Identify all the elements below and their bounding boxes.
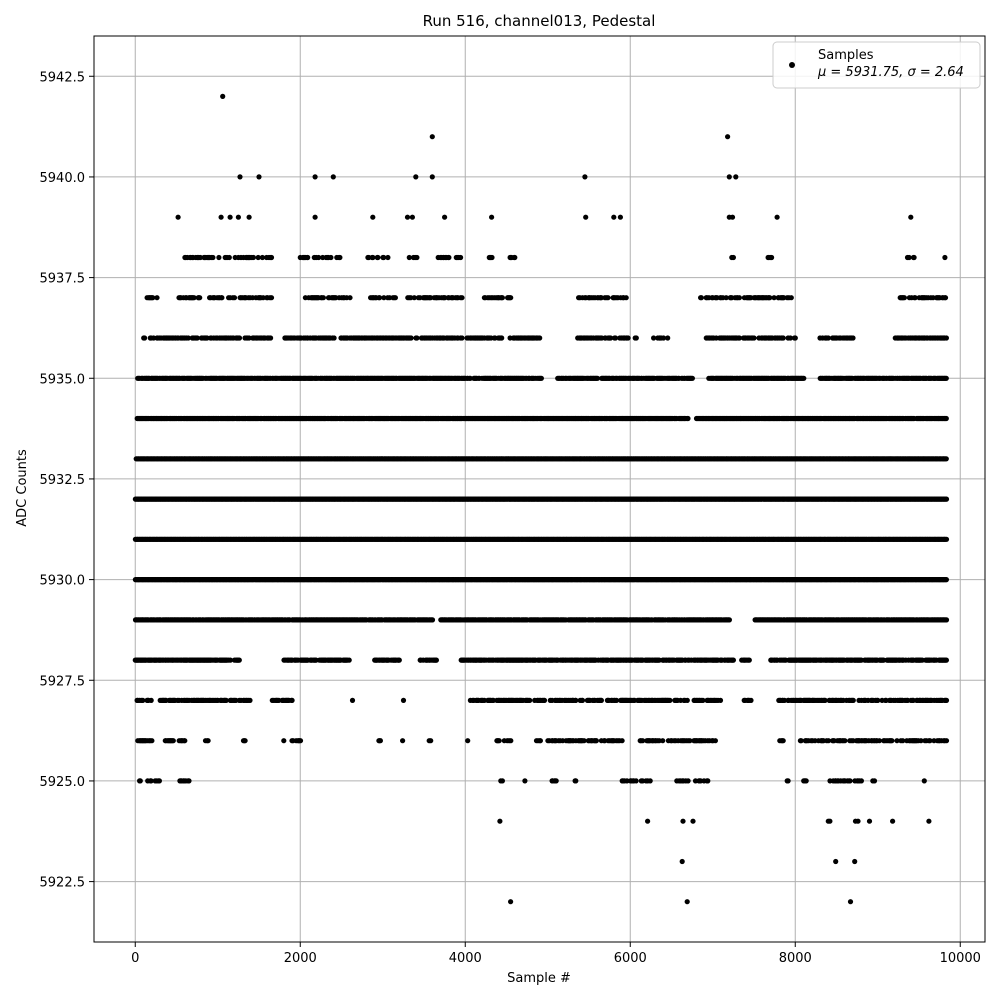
data-point <box>612 335 619 341</box>
data-point <box>250 254 256 261</box>
data-point <box>392 295 398 301</box>
data-point <box>608 335 614 341</box>
data-point <box>942 254 948 261</box>
data-point <box>788 295 794 301</box>
data-point <box>226 254 232 261</box>
data-point <box>825 335 831 341</box>
data-point <box>236 335 243 341</box>
data-point <box>150 295 156 301</box>
data-point <box>197 254 203 261</box>
data-point <box>489 254 495 261</box>
data-point <box>943 415 949 422</box>
data-point <box>381 295 387 301</box>
data-point <box>787 335 794 341</box>
data-point <box>191 295 197 301</box>
data-point <box>320 295 326 301</box>
data-point <box>219 295 225 301</box>
data-point <box>246 335 252 341</box>
data-point <box>912 295 918 301</box>
data-point <box>411 295 417 301</box>
data-point <box>633 335 639 341</box>
data-point <box>780 335 786 341</box>
data-point <box>594 375 601 381</box>
data-point <box>625 335 631 341</box>
data-point <box>508 295 514 301</box>
data-point <box>943 456 949 462</box>
data-point <box>347 295 353 301</box>
data-point <box>381 254 387 261</box>
data-point <box>185 335 191 341</box>
data-point <box>197 295 203 301</box>
data-point <box>906 254 912 261</box>
data-point <box>665 335 671 341</box>
data-point <box>210 254 216 261</box>
data-point <box>459 295 465 301</box>
data-point <box>154 295 160 301</box>
data-point <box>499 295 505 301</box>
data-point <box>943 375 949 381</box>
grid-layer <box>94 36 985 942</box>
data-point <box>943 496 950 502</box>
data-point <box>408 335 414 341</box>
data-point <box>414 254 420 261</box>
data-point <box>736 335 743 341</box>
data-point <box>651 335 657 341</box>
data-point <box>406 254 412 261</box>
data-point <box>316 254 322 261</box>
data-point <box>268 335 274 341</box>
data-point <box>337 254 343 261</box>
data-point <box>268 295 275 301</box>
data-point <box>216 254 222 261</box>
data-point <box>377 295 383 301</box>
data-point <box>942 295 949 301</box>
data-point <box>231 295 238 301</box>
data-point <box>767 295 773 301</box>
data-point <box>771 295 777 301</box>
data-point <box>689 375 696 381</box>
data-point <box>792 335 798 341</box>
data-point <box>605 295 611 301</box>
data-point <box>375 254 381 261</box>
data-point <box>370 254 376 261</box>
data-points <box>132 93 950 905</box>
data-point <box>943 335 950 341</box>
data-point <box>901 295 908 301</box>
data-point <box>538 375 545 381</box>
data-point <box>499 335 505 341</box>
data-point <box>328 254 334 261</box>
data-point <box>801 375 807 381</box>
data-point <box>730 254 737 261</box>
data-point <box>459 335 465 341</box>
data-point <box>623 295 629 301</box>
data-point <box>142 335 148 341</box>
data-point <box>723 295 729 301</box>
data-point <box>512 254 518 261</box>
data-point <box>685 415 691 422</box>
data-point <box>385 254 391 261</box>
data-point <box>305 254 311 261</box>
data-point <box>194 335 200 341</box>
data-point <box>446 254 452 261</box>
data-point <box>458 254 464 261</box>
data-point <box>751 335 757 341</box>
data-point <box>660 335 667 341</box>
data-point <box>259 254 265 261</box>
data-point <box>769 254 775 261</box>
data-point <box>331 335 337 341</box>
data-point <box>736 295 743 301</box>
data-point <box>850 335 856 341</box>
data-point <box>911 254 917 261</box>
data-point <box>698 295 705 301</box>
data-point <box>537 335 543 341</box>
data-point <box>255 254 261 261</box>
data-point <box>414 335 420 341</box>
data-point <box>268 254 275 261</box>
